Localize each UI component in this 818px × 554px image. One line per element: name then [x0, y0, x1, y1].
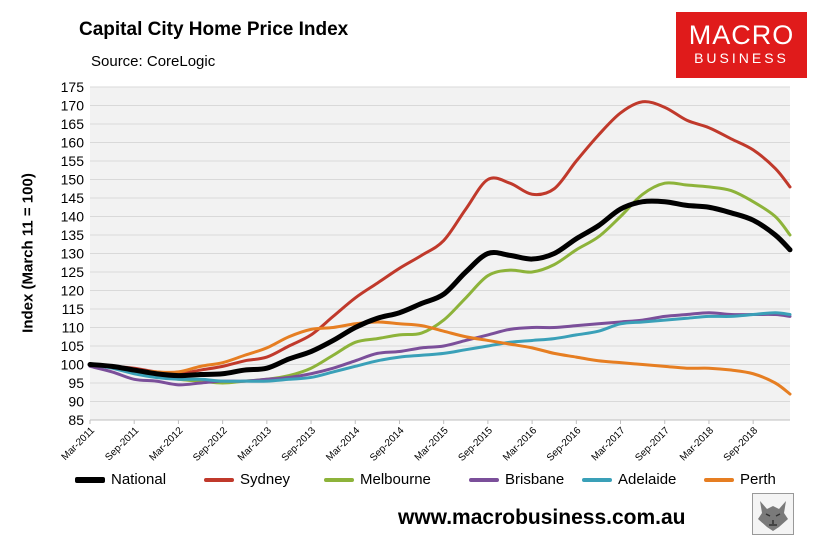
legend-swatch — [469, 477, 499, 482]
series-line-perth — [88, 320, 792, 396]
x-tick-label: Sep-2017 — [633, 425, 672, 464]
x-tick-label: Sep-2012 — [191, 425, 230, 464]
y-tick-label: 140 — [61, 209, 85, 225]
legend: National Sydney Melbourne Brisbane Adelaide P… — [75, 471, 795, 491]
x-tick-label: Mar-2018 — [678, 425, 716, 463]
macrobusiness-logo: MACRO BUSINESS — [676, 12, 807, 78]
gridlines — [90, 86, 790, 421]
x-tick-label: Sep-2014 — [368, 425, 407, 464]
legend-item-perth: Perth — [704, 471, 776, 488]
x-tick-label: Sep-2011 — [103, 425, 141, 463]
x-tick-label: Sep-2013 — [280, 425, 319, 464]
y-tick-label: 125 — [61, 264, 85, 280]
y-tick-label: 160 — [61, 135, 85, 151]
x-tick-label: Mar-2011 — [60, 425, 98, 463]
y-tick-label: 85 — [68, 412, 84, 428]
logo-line1: MACRO — [688, 20, 795, 50]
legend-label: Adelaide — [618, 471, 677, 488]
y-axis-ticks: 85 90 95 100 105 110 115 120 125 130 135 140 145 150 1… — [61, 79, 85, 428]
y-tick-label: 105 — [61, 338, 85, 354]
x-tick-label: Mar-2014 — [324, 425, 362, 463]
x-axis-ticks: Mar-2011 Sep-2011 Mar-2012 Sep-2012 Mar-2013… — [60, 419, 790, 464]
line-chart: 85 90 95 100 105 110 115 120 125 130 135 140 145 150 1… — [60, 79, 793, 464]
y-tick-label: 150 — [61, 172, 85, 188]
x-tick-label: Mar-2017 — [590, 425, 628, 463]
y-tick-label: 145 — [61, 190, 85, 206]
legend-item-brisbane: Brisbane — [469, 471, 564, 488]
y-tick-label: 100 — [61, 357, 85, 373]
legend-swatch — [582, 477, 612, 482]
series-line-adelaide — [88, 311, 792, 383]
series-line-national — [87, 198, 793, 379]
y-tick-label: 155 — [61, 153, 85, 169]
y-tick-label: 90 — [68, 394, 84, 410]
legend-label: National — [111, 471, 167, 488]
logo-line2: BUSINESS — [694, 50, 789, 66]
legend-swatch — [324, 477, 354, 482]
y-tick-label: 165 — [61, 116, 85, 132]
y-tick-label: 175 — [61, 79, 85, 95]
legend-swatch — [704, 477, 734, 482]
chart-title: Capital City Home Price Index — [79, 19, 349, 40]
x-tick-label: Sep-2016 — [545, 425, 584, 464]
legend-label: Melbourne — [360, 471, 431, 488]
footer-url: www.macrobusiness.com.au — [398, 506, 686, 529]
y-tick-label: 120 — [61, 283, 85, 299]
y-tick-label: 130 — [61, 246, 85, 262]
y-tick-label: 115 — [62, 301, 85, 317]
y-tick-label: 135 — [61, 227, 85, 243]
legend-item-sydney: Sydney — [204, 471, 290, 488]
chart-source: Source: CoreLogic — [91, 53, 216, 70]
legend-label: Sydney — [240, 471, 291, 488]
legend-swatch — [75, 476, 105, 483]
legend-label: Brisbane — [505, 471, 565, 488]
x-tick-label: Mar-2012 — [147, 425, 185, 463]
series-lines — [87, 100, 793, 396]
y-tick-label: 110 — [62, 320, 85, 336]
legend-item-national: National — [75, 471, 166, 488]
y-tick-label: 170 — [61, 98, 85, 114]
x-tick-label: Sep-2018 — [722, 425, 761, 464]
series-line-sydney — [88, 100, 792, 376]
legend-item-melbourne: Melbourne — [324, 471, 431, 488]
legend-swatch — [204, 477, 234, 482]
wolf-logo-icon — [752, 493, 794, 535]
x-tick-label: Mar-2013 — [236, 425, 274, 463]
legend-item-adelaide: Adelaide — [582, 471, 676, 488]
x-tick-label: Mar-2015 — [413, 425, 451, 463]
y-tick-label: 95 — [68, 375, 84, 391]
legend-label: Perth — [740, 471, 776, 488]
x-tick-label: Sep-2015 — [457, 425, 496, 464]
x-tick-label: Mar-2016 — [501, 425, 539, 463]
series-line-brisbane — [88, 311, 792, 387]
